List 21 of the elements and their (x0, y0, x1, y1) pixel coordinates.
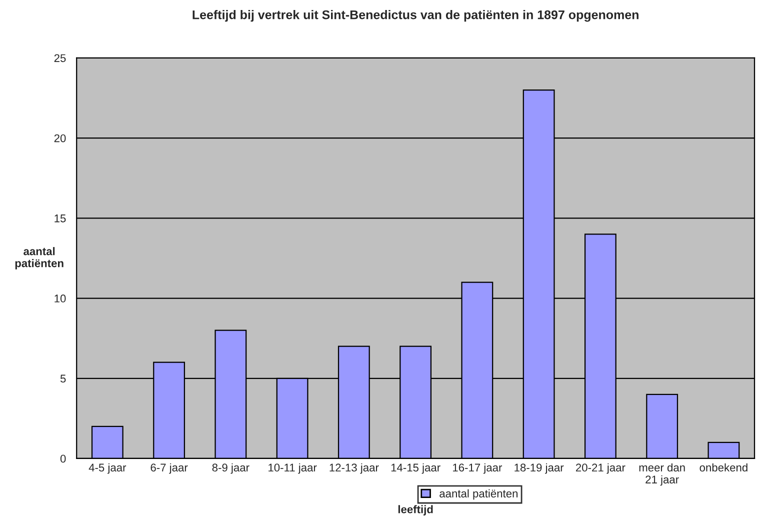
chart-title: Leeftijd bij vertrek uit Sint-Benedictus van de patiënten in 1897 opgenomen (192, 10, 638, 22)
x-tick-label: 10-11 jaar (268, 463, 317, 474)
x-tick-label: onbekend (700, 463, 748, 472)
x-tick-label: 8-9 jaar (212, 463, 250, 474)
x-tick-label: 12-13 jaar (330, 463, 379, 474)
y-tick-label: 25 (54, 54, 66, 62)
y-tick-label: 15 (54, 214, 66, 222)
x-tick-label: 14-15 jaar (391, 463, 440, 474)
y-axis-title: aantal patiënten (15, 247, 64, 270)
x-tick-label: 18-19 jaar (514, 463, 564, 474)
x-tick-label: 20-21 jaar (576, 463, 626, 474)
x-tick-label: 16-17 jaar (453, 463, 502, 474)
y-tick-label: 0 (60, 454, 66, 463)
y-tick-label: 5 (60, 374, 66, 383)
x-axis-title: leeftijd (398, 505, 433, 516)
x-tick-label: 4-5 jaar (88, 463, 126, 474)
x-tick-label: meer dan 21 jaar (639, 463, 685, 486)
y-tick-label: 10 (54, 294, 66, 302)
y-tick-label: 20 (54, 134, 66, 142)
x-tick-label: 6-7 jaar (150, 463, 188, 474)
legend-label: aantal patiënten (440, 489, 518, 500)
